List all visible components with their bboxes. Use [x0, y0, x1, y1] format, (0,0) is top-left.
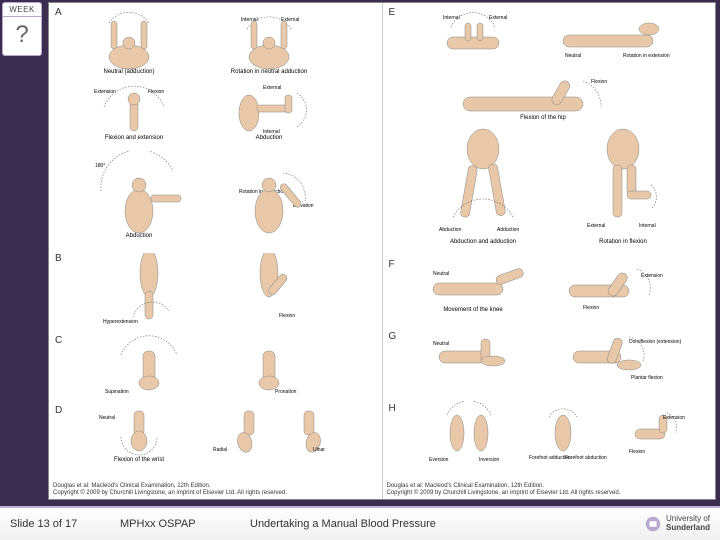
- svg-text:Internal: Internal: [443, 15, 460, 21]
- week-number: ?: [3, 17, 41, 55]
- footer-course-code: MPHxx OSPAP: [120, 518, 250, 530]
- right-panel: E F G H Internal External: [383, 3, 716, 499]
- section-h: H: [389, 403, 396, 414]
- svg-text:180°: 180°: [95, 163, 105, 169]
- citation-left: Douglas et al: Macleod's Clinical Examin…: [53, 483, 378, 497]
- svg-text:Adduction: Adduction: [497, 227, 519, 233]
- f-row: Neutral Movement of the knee Flexion Ext…: [413, 259, 703, 325]
- svg-text:Flexion: Flexion: [279, 313, 295, 319]
- svg-text:Flexion of the wrist: Flexion of the wrist: [114, 457, 164, 463]
- e-row2: Flexion Flexion of the hip: [413, 67, 703, 123]
- section-e: E: [389, 7, 396, 18]
- svg-text:Hyperextension: Hyperextension: [103, 319, 138, 325]
- svg-text:Flexion of the hip: Flexion of the hip: [520, 115, 566, 121]
- footer: Slide 13 of 17 MPHxx OSPAP Undertaking a…: [0, 506, 720, 540]
- section-b: B: [55, 253, 62, 264]
- svg-text:External: External: [587, 223, 605, 229]
- b-row: Hyperextension Flexion: [79, 253, 359, 329]
- e-row3: Abduction Adduction Abduction and adduct…: [413, 127, 703, 251]
- footer-title: Undertaking a Manual Blood Pressure: [250, 518, 644, 530]
- section-d: D: [55, 405, 62, 416]
- h-row: Eversion Inversion Forefoot adduction Fo…: [413, 401, 703, 473]
- citation-right: Douglas et al: Macleod's Clinical Examin…: [387, 483, 712, 497]
- svg-text:Ulnar: Ulnar: [313, 447, 325, 453]
- svg-text:Internal: Internal: [639, 223, 656, 229]
- university-logo-icon: [644, 515, 662, 533]
- svg-text:Flexion: Flexion: [629, 449, 645, 455]
- svg-text:Rotation in flexion: Rotation in flexion: [599, 239, 647, 245]
- svg-text:External: External: [263, 85, 281, 91]
- svg-text:External: External: [489, 15, 507, 21]
- svg-text:Neutral: Neutral: [433, 271, 449, 277]
- section-a: A: [55, 7, 62, 18]
- svg-text:Inversion: Inversion: [479, 457, 500, 463]
- a-row1: Neutral (adduction) Internal External Ro…: [79, 9, 359, 75]
- svg-text:Movement of the knee: Movement of the knee: [443, 307, 503, 313]
- footer-logo: University ofSunderland: [644, 515, 710, 533]
- week-tab: WEEK ?: [2, 2, 42, 56]
- svg-text:Abduction: Abduction: [256, 135, 283, 141]
- d-row: Neutral Flexion of the wrist Radial Ulna…: [79, 403, 359, 473]
- section-g: G: [389, 331, 397, 342]
- svg-text:Supination: Supination: [105, 389, 129, 395]
- section-f: F: [389, 259, 395, 270]
- svg-text:Radial: Radial: [213, 447, 227, 453]
- university-name: University ofSunderland: [666, 515, 710, 533]
- svg-text:Flexion: Flexion: [591, 79, 607, 85]
- svg-text:Flexion: Flexion: [148, 89, 164, 95]
- c-row: Supination Pronation: [79, 335, 359, 397]
- svg-text:Flexion and extension: Flexion and extension: [105, 135, 163, 141]
- svg-text:Neutral: Neutral: [99, 415, 115, 421]
- svg-text:Forefoot abduction: Forefoot abduction: [565, 455, 607, 461]
- left-panel: A B C D Neutral (adduction): [49, 3, 383, 499]
- svg-text:Flexion: Flexion: [583, 305, 599, 311]
- svg-text:Abduction and adduction: Abduction and adduction: [449, 239, 515, 245]
- footer-slide-number: Slide 13 of 17: [10, 518, 120, 530]
- svg-text:Rotation in extension: Rotation in extension: [623, 53, 670, 59]
- a-row1-svg: Neutral (adduction) Internal External Ro…: [79, 9, 359, 75]
- svg-text:Rotation in neutral adduction: Rotation in neutral adduction: [231, 69, 307, 75]
- svg-text:Extension: Extension: [641, 273, 663, 279]
- svg-text:Plantar flexion: Plantar flexion: [631, 375, 663, 381]
- a-row3: 180° 90° Abduction Rotation in abduction…: [79, 151, 359, 243]
- svg-text:Extension: Extension: [663, 415, 685, 421]
- svg-text:Neutral: Neutral: [565, 53, 581, 59]
- svg-text:Neutral: Neutral: [433, 341, 449, 347]
- a-row2: Extension Flexion Flexion and extension …: [79, 81, 359, 145]
- svg-text:Abduction: Abduction: [126, 233, 153, 239]
- g-row: Neutral Dorsiflexion (extension) Plantar…: [413, 329, 703, 397]
- e-row1: Internal External Neutral Rotation in ex…: [413, 7, 703, 65]
- svg-text:Eversion: Eversion: [429, 457, 449, 463]
- svg-text:Neutral (adduction): Neutral (adduction): [103, 69, 154, 75]
- svg-text:Dorsiflexion (extension): Dorsiflexion (extension): [629, 339, 682, 345]
- content-area: A B C D Neutral (adduction): [48, 2, 716, 500]
- svg-text:Abduction: Abduction: [439, 227, 461, 233]
- section-c: C: [55, 335, 62, 346]
- week-label: WEEK: [3, 3, 41, 17]
- svg-text:Pronation: Pronation: [275, 389, 297, 395]
